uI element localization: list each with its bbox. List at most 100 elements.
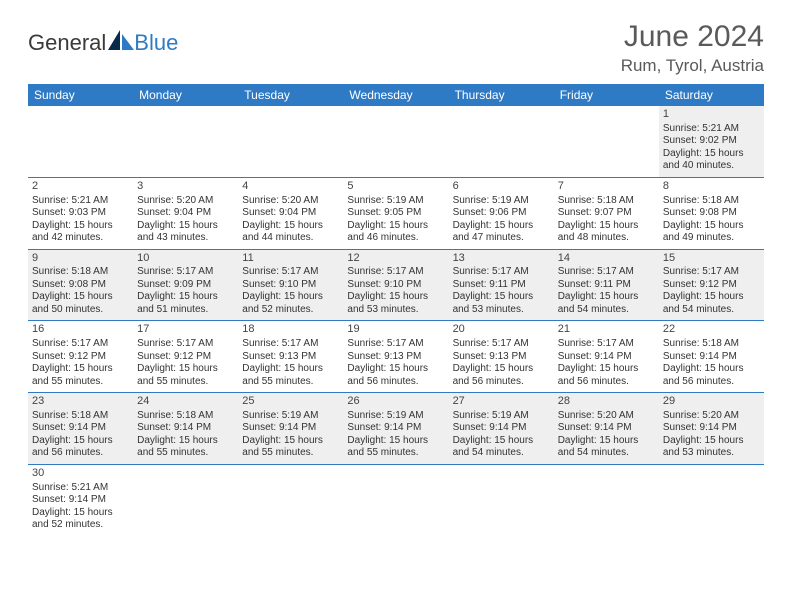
sunrise-text: Sunrise: 5:17 AM <box>32 338 129 351</box>
calendar-day-cell: 22Sunrise: 5:18 AMSunset: 9:14 PMDayligh… <box>659 321 764 393</box>
sunset-text: Sunset: 9:12 PM <box>32 351 129 364</box>
daylight-text: and 47 minutes. <box>453 232 550 245</box>
sunrise-text: Sunrise: 5:18 AM <box>663 195 760 208</box>
brand-logo: General Blue <box>28 30 178 56</box>
daylight-text: Daylight: 15 hours <box>347 435 444 448</box>
sunrise-text: Sunrise: 5:18 AM <box>32 266 129 279</box>
sunset-text: Sunset: 9:13 PM <box>453 351 550 364</box>
daylight-text: and 54 minutes. <box>663 304 760 317</box>
page-title: June 2024 <box>621 20 764 54</box>
day-number: 27 <box>453 395 550 409</box>
daylight-text: and 50 minutes. <box>32 304 129 317</box>
sunset-text: Sunset: 9:06 PM <box>453 207 550 220</box>
calendar-day-cell: 28Sunrise: 5:20 AMSunset: 9:14 PMDayligh… <box>554 393 659 465</box>
brand-word1: General <box>28 30 106 56</box>
sunset-text: Sunset: 9:07 PM <box>558 207 655 220</box>
daylight-text: and 55 minutes. <box>242 447 339 460</box>
day-number: 8 <box>663 180 760 194</box>
day-number: 29 <box>663 395 760 409</box>
daylight-text: Daylight: 15 hours <box>137 220 234 233</box>
daylight-text: and 52 minutes. <box>32 519 129 532</box>
calendar-day-cell: 5Sunrise: 5:19 AMSunset: 9:05 PMDaylight… <box>343 177 448 249</box>
sunset-text: Sunset: 9:10 PM <box>347 279 444 292</box>
sunset-text: Sunset: 9:14 PM <box>32 494 129 507</box>
calendar-day-cell: 19Sunrise: 5:17 AMSunset: 9:13 PMDayligh… <box>343 321 448 393</box>
day-number: 25 <box>242 395 339 409</box>
day-number: 6 <box>453 180 550 194</box>
calendar-day-cell: 1Sunrise: 5:21 AMSunset: 9:02 PMDaylight… <box>659 106 764 177</box>
calendar-day-cell: 15Sunrise: 5:17 AMSunset: 9:12 PMDayligh… <box>659 249 764 321</box>
daylight-text: Daylight: 15 hours <box>558 291 655 304</box>
daylight-text: and 42 minutes. <box>32 232 129 245</box>
daylight-text: and 53 minutes. <box>663 447 760 460</box>
sunrise-text: Sunrise: 5:17 AM <box>453 338 550 351</box>
day-number: 3 <box>137 180 234 194</box>
sunset-text: Sunset: 9:08 PM <box>32 279 129 292</box>
sunrise-text: Sunrise: 5:18 AM <box>32 410 129 423</box>
calendar-day-cell <box>238 464 343 535</box>
sunset-text: Sunset: 9:13 PM <box>242 351 339 364</box>
sunset-text: Sunset: 9:03 PM <box>32 207 129 220</box>
day-number: 10 <box>137 252 234 266</box>
daylight-text: Daylight: 15 hours <box>558 363 655 376</box>
location-subtitle: Rum, Tyrol, Austria <box>621 56 764 76</box>
sunset-text: Sunset: 9:11 PM <box>453 279 550 292</box>
daylight-text: and 55 minutes. <box>137 376 234 389</box>
sunrise-text: Sunrise: 5:19 AM <box>453 195 550 208</box>
daylight-text: Daylight: 15 hours <box>663 148 760 161</box>
calendar-day-cell <box>449 464 554 535</box>
calendar-day-cell: 26Sunrise: 5:19 AMSunset: 9:14 PMDayligh… <box>343 393 448 465</box>
sunset-text: Sunset: 9:14 PM <box>32 422 129 435</box>
daylight-text: and 56 minutes. <box>663 376 760 389</box>
daylight-text: and 54 minutes. <box>453 447 550 460</box>
weekday-header: Monday <box>133 84 238 106</box>
sunrise-text: Sunrise: 5:21 AM <box>32 482 129 495</box>
daylight-text: and 40 minutes. <box>663 160 760 173</box>
day-number: 11 <box>242 252 339 266</box>
calendar-day-cell: 20Sunrise: 5:17 AMSunset: 9:13 PMDayligh… <box>449 321 554 393</box>
day-number: 7 <box>558 180 655 194</box>
calendar-day-cell: 30Sunrise: 5:21 AMSunset: 9:14 PMDayligh… <box>28 464 133 535</box>
sunrise-text: Sunrise: 5:17 AM <box>137 266 234 279</box>
daylight-text: Daylight: 15 hours <box>32 435 129 448</box>
sunset-text: Sunset: 9:04 PM <box>242 207 339 220</box>
day-number: 9 <box>32 252 129 266</box>
day-number: 20 <box>453 323 550 337</box>
calendar-day-cell: 10Sunrise: 5:17 AMSunset: 9:09 PMDayligh… <box>133 249 238 321</box>
calendar-day-cell <box>554 106 659 177</box>
daylight-text: and 46 minutes. <box>347 232 444 245</box>
day-number: 16 <box>32 323 129 337</box>
day-number: 1 <box>663 108 760 122</box>
daylight-text: Daylight: 15 hours <box>137 435 234 448</box>
sunset-text: Sunset: 9:11 PM <box>558 279 655 292</box>
calendar-day-cell <box>133 106 238 177</box>
daylight-text: and 56 minutes. <box>32 447 129 460</box>
calendar-day-cell: 18Sunrise: 5:17 AMSunset: 9:13 PMDayligh… <box>238 321 343 393</box>
calendar-table: Sunday Monday Tuesday Wednesday Thursday… <box>28 84 764 536</box>
sunrise-text: Sunrise: 5:18 AM <box>137 410 234 423</box>
weekday-header: Wednesday <box>343 84 448 106</box>
daylight-text: and 48 minutes. <box>558 232 655 245</box>
calendar-day-cell <box>28 106 133 177</box>
sunset-text: Sunset: 9:10 PM <box>242 279 339 292</box>
sunrise-text: Sunrise: 5:20 AM <box>137 195 234 208</box>
calendar-week-row: 1Sunrise: 5:21 AMSunset: 9:02 PMDaylight… <box>28 106 764 177</box>
daylight-text: Daylight: 15 hours <box>453 220 550 233</box>
daylight-text: Daylight: 15 hours <box>137 363 234 376</box>
daylight-text: and 55 minutes. <box>32 376 129 389</box>
sunset-text: Sunset: 9:14 PM <box>558 351 655 364</box>
calendar-day-cell: 27Sunrise: 5:19 AMSunset: 9:14 PMDayligh… <box>449 393 554 465</box>
calendar-day-cell <box>659 464 764 535</box>
weekday-header: Tuesday <box>238 84 343 106</box>
header: General Blue June 2024 Rum, Tyrol, Austr… <box>28 20 764 76</box>
daylight-text: Daylight: 15 hours <box>453 435 550 448</box>
sunrise-text: Sunrise: 5:19 AM <box>242 410 339 423</box>
daylight-text: and 56 minutes. <box>347 376 444 389</box>
calendar-day-cell <box>133 464 238 535</box>
sunset-text: Sunset: 9:14 PM <box>663 422 760 435</box>
sunrise-text: Sunrise: 5:20 AM <box>558 410 655 423</box>
day-number: 24 <box>137 395 234 409</box>
weekday-header-row: Sunday Monday Tuesday Wednesday Thursday… <box>28 84 764 106</box>
day-number: 17 <box>137 323 234 337</box>
calendar-day-cell: 29Sunrise: 5:20 AMSunset: 9:14 PMDayligh… <box>659 393 764 465</box>
